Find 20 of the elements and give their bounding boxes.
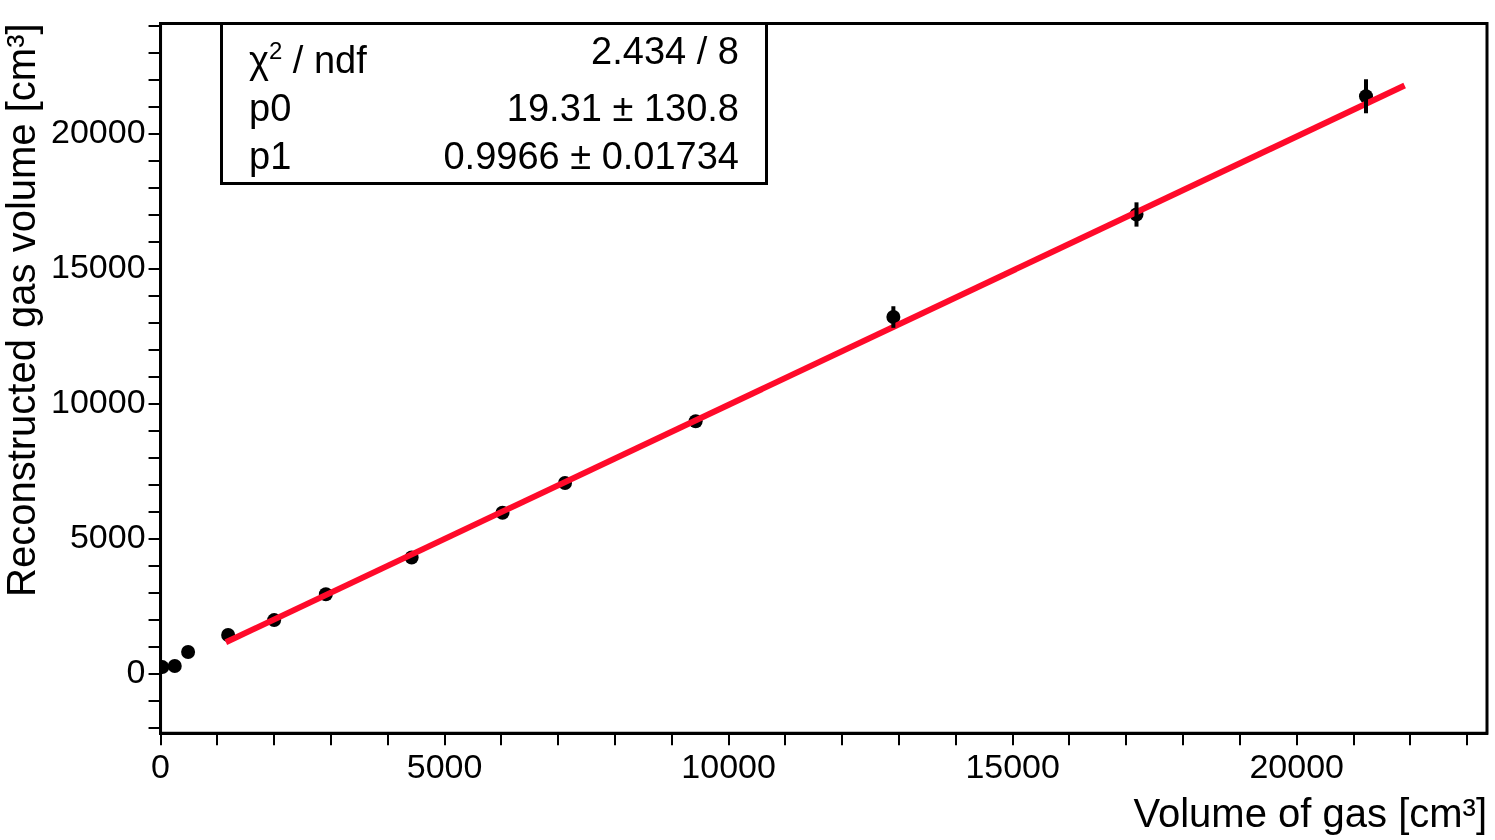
point	[181, 644, 196, 659]
x-tick-label: 20000	[1249, 746, 1344, 785]
annotation: 19.31 ± 130.8	[505, 85, 739, 131]
annotation: p1	[249, 133, 293, 179]
annotation: p0	[249, 85, 293, 131]
point	[167, 659, 182, 673]
annotation: 0.9966 ± 0.01734	[442, 133, 739, 179]
x-tick-label: 10000	[681, 746, 776, 785]
annotation: 2.434 / 8	[590, 29, 739, 74]
y-tick-label: 5000	[69, 517, 146, 556]
x-tick-label: 5000	[406, 746, 483, 785]
x-axis-title: Volume of gas [cm³]	[1133, 791, 1487, 836]
x-tick-label: 0	[151, 746, 171, 785]
y-tick-label: 10000	[51, 382, 146, 421]
y-tick-label: 15000	[51, 247, 146, 286]
annotation: χ$^{2}$ / ndf	[249, 36, 368, 83]
y-tick-label: 20000	[51, 112, 146, 151]
y-tick-label: 0	[126, 652, 146, 691]
x-tick-label: 15000	[965, 746, 1060, 785]
y-axis-title: Reconstructed gas volume [cm³]	[0, 23, 44, 597]
